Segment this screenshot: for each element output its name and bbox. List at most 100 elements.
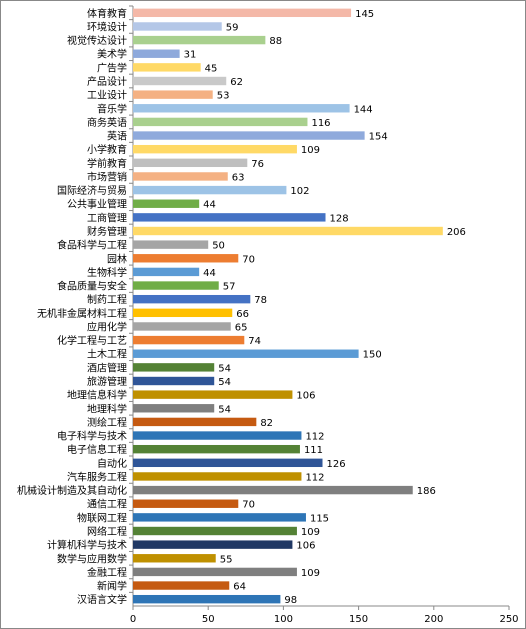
- x-tick-label: 200: [424, 614, 443, 625]
- y-tick-label: 新闻学: [97, 580, 127, 593]
- y-tick-label: 旅游管理: [87, 375, 127, 388]
- y-tick-label: 音乐学: [97, 102, 127, 115]
- data-label: 116: [311, 118, 330, 129]
- bar: [133, 485, 413, 495]
- data-label: 82: [260, 418, 273, 429]
- bar: [133, 513, 306, 522]
- y-tick-label: 地理信息科学: [67, 389, 127, 402]
- y-tick-label: 数学与应用数学: [57, 552, 127, 565]
- bar: [133, 131, 365, 140]
- bar: [133, 213, 326, 222]
- x-tick-label: 0: [130, 614, 136, 625]
- data-label: 88: [269, 36, 282, 47]
- bar: [133, 335, 245, 345]
- data-label: 109: [301, 145, 320, 156]
- y-tick-label: 工业设计: [87, 89, 127, 102]
- data-label: 102: [290, 186, 309, 197]
- bar: [133, 540, 293, 549]
- data-label: 62: [230, 77, 243, 88]
- bar: [133, 308, 233, 318]
- y-tick-label: 地理科学: [87, 402, 127, 415]
- bar: [133, 144, 297, 154]
- data-label: 44: [203, 268, 216, 279]
- y-tick-label: 广告学: [97, 61, 127, 74]
- data-label: 98: [284, 595, 297, 606]
- data-label: 76: [251, 159, 264, 170]
- data-label: 54: [218, 377, 231, 388]
- y-tick-label: 电子科学与技术: [57, 430, 127, 443]
- data-label: 63: [232, 172, 245, 183]
- bar: [133, 104, 350, 113]
- bar: [133, 526, 297, 536]
- data-label: 150: [363, 350, 382, 361]
- data-label: 54: [218, 363, 231, 374]
- bar: [133, 8, 352, 18]
- bar: [133, 417, 257, 427]
- bar: [133, 158, 248, 168]
- bar: [133, 322, 231, 331]
- data-label: 65: [235, 322, 248, 333]
- bar: [133, 567, 297, 577]
- data-label: 53: [217, 91, 230, 102]
- y-tick-label: 学前教育: [87, 157, 127, 170]
- y-tick-label: 市场营销: [87, 170, 127, 183]
- data-label: 144: [354, 104, 373, 115]
- y-tick-label: 美术学: [97, 48, 127, 61]
- y-tick-label: 公共事业管理: [67, 198, 127, 211]
- y-tick-label: 环境设计: [87, 20, 127, 33]
- data-label: 115: [310, 513, 329, 524]
- x-tick-label: 100: [274, 614, 293, 625]
- data-label: 70: [242, 254, 255, 265]
- y-tick-label: 商务英语: [87, 116, 127, 129]
- y-tick-label: 制药工程: [87, 293, 127, 306]
- data-label: 78: [254, 295, 267, 306]
- bar: [133, 472, 302, 481]
- y-tick-label: 应用化学: [87, 320, 127, 333]
- data-label: 109: [301, 527, 320, 538]
- bar: [133, 185, 287, 195]
- y-tick-label: 网络工程: [87, 525, 127, 538]
- y-tick-label: 视觉传达设计: [67, 34, 127, 47]
- data-label: 50: [212, 241, 225, 252]
- y-tick-label: 金融工程: [87, 566, 127, 579]
- data-label: 70: [242, 500, 255, 511]
- data-label: 154: [369, 132, 388, 143]
- bar: [133, 390, 293, 399]
- y-tick-label: 土木工程: [87, 348, 127, 361]
- data-label: 64: [233, 582, 246, 593]
- data-label: 109: [301, 568, 320, 579]
- bar: [133, 226, 443, 236]
- y-tick-label: 机械设计制造及其自动化: [17, 484, 127, 497]
- data-label: 59: [226, 22, 239, 33]
- y-tick-label: 产品设计: [87, 75, 127, 88]
- y-tick-label: 园林: [107, 252, 127, 265]
- y-tick-label: 生物科学: [87, 266, 127, 279]
- y-tick-label: 英语: [107, 130, 127, 143]
- y-tick-label: 小学教育: [87, 143, 127, 156]
- bar: [133, 581, 230, 590]
- data-label: 44: [203, 200, 216, 211]
- bar: [133, 554, 216, 563]
- bar: [133, 22, 222, 31]
- y-tick-label: 国际经济与贸易: [57, 184, 127, 197]
- x-tick-label: 50: [202, 614, 215, 625]
- y-tick-label: 体育教育: [87, 7, 127, 20]
- bar: [133, 444, 300, 454]
- x-tick-label: 250: [499, 614, 518, 625]
- bar: [133, 240, 209, 249]
- data-label: 74: [248, 336, 261, 347]
- data-label: 112: [305, 472, 324, 483]
- y-tick-label: 自动化: [97, 457, 127, 470]
- bar: [133, 404, 215, 413]
- bar: [133, 76, 227, 86]
- data-label: 128: [330, 213, 349, 224]
- y-tick-label: 物联网工程: [77, 511, 127, 524]
- bar: [133, 267, 200, 277]
- bar: [133, 117, 308, 127]
- y-tick-label: 化学工程与工艺: [57, 334, 127, 347]
- y-tick-label: 电子信息工程: [67, 443, 127, 456]
- bar: [133, 499, 239, 508]
- data-label: 106: [296, 391, 315, 402]
- y-tick-label: 无机非金属材料工程: [37, 307, 127, 320]
- y-tick-label: 食品质量与安全: [57, 280, 127, 293]
